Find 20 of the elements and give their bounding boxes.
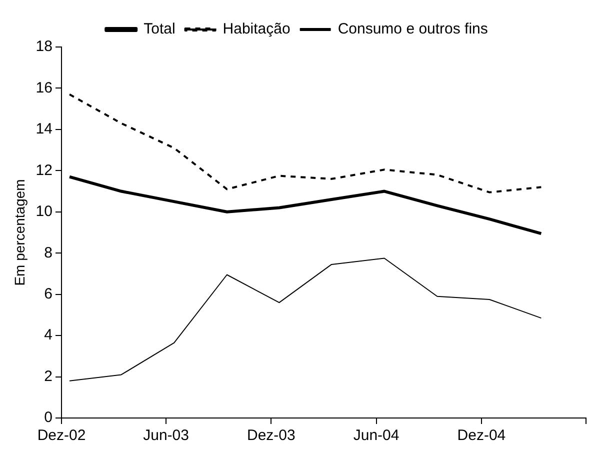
y-tick-label: 10 — [36, 203, 52, 220]
y-tick-label: 4 — [44, 326, 52, 344]
legend-label: Habitação — [222, 20, 290, 38]
y-axis-title: Em percentagem — [11, 179, 28, 286]
y-tick-label: 6 — [44, 285, 52, 302]
y-tick-label: 18 — [36, 38, 52, 56]
y-tick-label: 12 — [36, 162, 52, 179]
x-tick-label: Jun-03 — [143, 427, 189, 444]
legend-label: Consumo e outros fins — [338, 20, 488, 38]
x-tick-label: Dez-03 — [246, 427, 296, 444]
legend-label: Total — [144, 20, 176, 38]
line-series — [68, 93, 542, 194]
y-tick-label: 2 — [44, 368, 52, 385]
x-tick-label: Dez-02 — [37, 427, 86, 444]
y-tick-label: 14 — [36, 120, 52, 138]
y-tick-label: 8 — [44, 244, 52, 262]
x-tick-label: Dez-04 — [457, 427, 506, 444]
y-tick-label: 16 — [36, 79, 52, 96]
x-tick-label: Jun-04 — [353, 427, 400, 444]
y-tick-label: 0 — [44, 409, 52, 426]
